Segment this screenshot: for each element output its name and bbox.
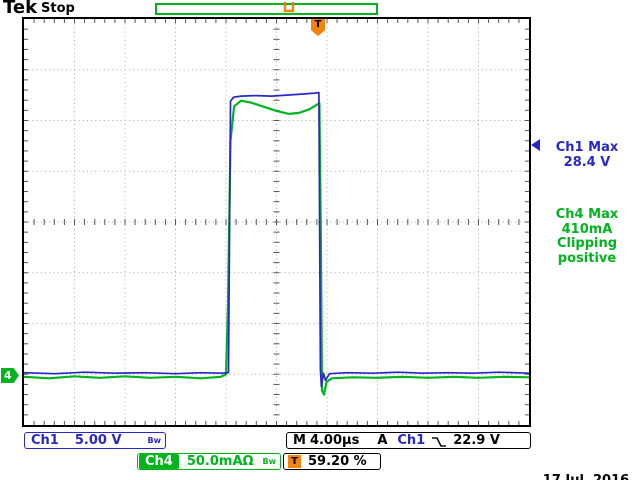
trigger-position-value: 59.20 % [308,454,367,469]
ch4-clipping-warning-line1: Clipping [556,236,618,251]
ch4-max-readout: Ch4 Max 410mA Clipping positive [536,207,638,266]
ch1-scale-value: 5.00 V [74,433,122,448]
graticule [22,17,531,427]
trigger-flag-label: T [314,19,322,30]
trigger-position-readout: T 59.20 % [283,453,381,470]
ch4-clipping-warning-line2: positive [557,250,617,266]
timebase-trigger-readout: M 4.00µs A Ch1 22.9 V [286,432,531,449]
timebase-value: 4.00µs [309,433,360,448]
ch4-max-label: Ch4 Max [555,207,619,222]
ch1-max-value: 28.4 V [563,154,611,170]
acquisition-status: Stop [41,1,75,16]
ch4-scale-value: 50.0mAΩ [186,454,254,469]
trigger-source-label: Ch1 [397,433,426,448]
ch1-max-readout: Ch1 Max 28.4 V [536,140,638,170]
tek-logo: Tek [3,0,38,18]
trigger-icon: T [288,455,301,468]
ch1-max-label: Ch1 Max [555,140,619,155]
ch1-bandwidth-limit-icon: Bw [147,436,162,445]
ch1-scale-readout: Ch1 5.00 V Bw [24,432,166,449]
record-trigger-position-icon [283,2,295,13]
datetime-readout: 17 Jul 2016 10:21:37 [534,442,638,480]
ch4-scale-readout: Ch4 50.0mAΩ Bw [137,453,281,470]
trigger-section-label: A [377,433,388,448]
trigger-level-value: 22.9 V [453,433,500,448]
ch4-bandwidth-limit-icon: Bw [262,457,277,466]
ch1-scale-channel-label: Ch1 [31,433,59,448]
record-view-bar [155,3,378,15]
date-value: 17 Jul 2016 [534,473,638,480]
timebase-label: M [293,433,306,448]
falling-edge-icon [432,436,447,447]
ch4-ground-marker-label: 4 [4,369,12,382]
ch4-max-value: 410mA [561,221,613,237]
ch4-channel-badge: Ch4 [139,454,179,469]
trigger-level-marker-icon [531,139,540,151]
ch4-ground-marker: 4 [1,368,19,383]
waveform-plot [22,19,531,425]
trigger-position-flag: T [311,19,325,36]
